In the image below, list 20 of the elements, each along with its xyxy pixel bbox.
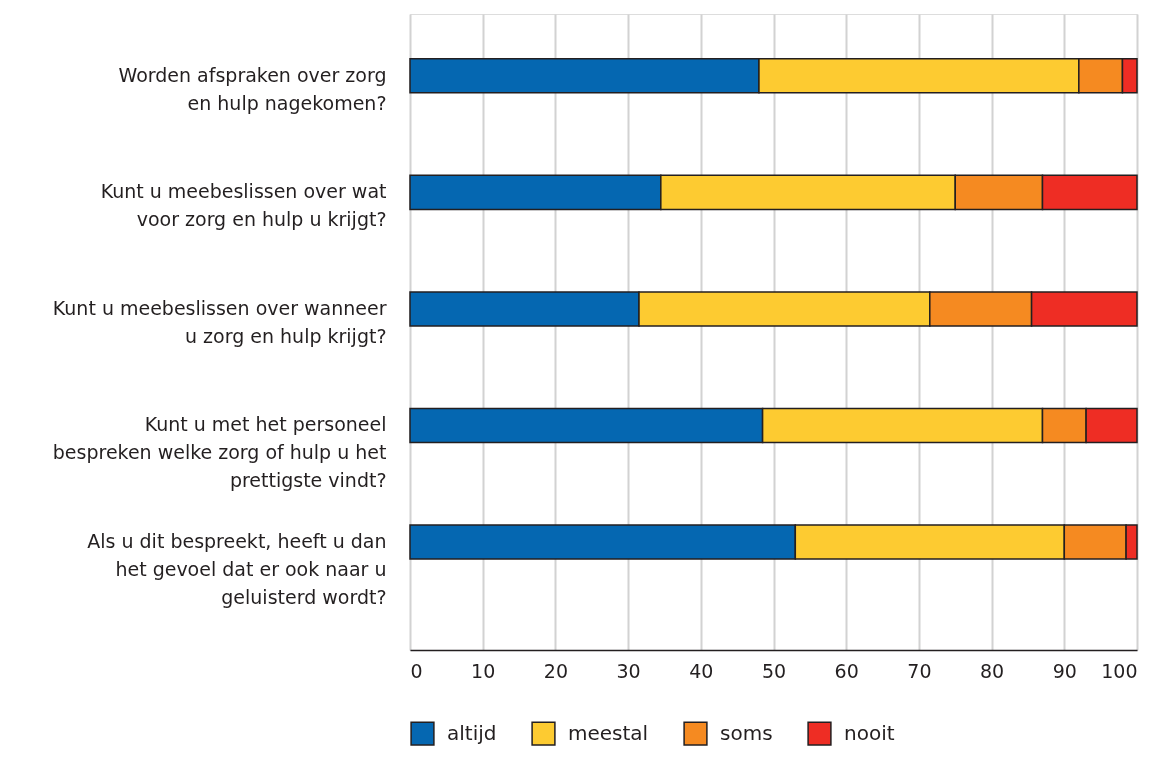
x-tick-label: 70 <box>907 659 932 682</box>
y-tick-label: Als u dit bespreekt, heeft u dan het gevoel dat er ook naar u geluisterd wordt? <box>87 529 387 608</box>
legend-label: nooit <box>844 720 895 745</box>
x-tick-label: 60 <box>834 659 859 682</box>
legend-label: soms <box>720 720 773 745</box>
x-tick-label: 40 <box>689 659 714 682</box>
x-tick-label: 20 <box>543 659 568 682</box>
x-tick-label: 90 <box>1052 659 1077 682</box>
x-tick-label: 100 <box>1101 659 1138 682</box>
y-tick-label: Kunt u meebeslissen over wat voor zorg en hulp u krijgt? <box>100 180 387 231</box>
x-tick-label: 30 <box>616 659 641 682</box>
x-tick-label: 10 <box>471 659 496 682</box>
legend-label: meestal <box>568 720 649 745</box>
x-tick-label: 50 <box>761 659 787 682</box>
y-tick-label: Kunt u met het personeel bespreken welke zorg of hulp u het prettigste vindt? <box>52 413 387 492</box>
x-tick-label: 80 <box>980 659 1005 682</box>
y-tick-label: Kunt u meebeslissen over wanneer u zorg en hulp krijgt? <box>52 296 387 347</box>
y-tick-label: Worden afspraken over zorg en hulp nagekomen? <box>118 63 387 114</box>
legend-label: altijd <box>447 720 497 745</box>
x-tick-label: 0 <box>410 659 423 682</box>
